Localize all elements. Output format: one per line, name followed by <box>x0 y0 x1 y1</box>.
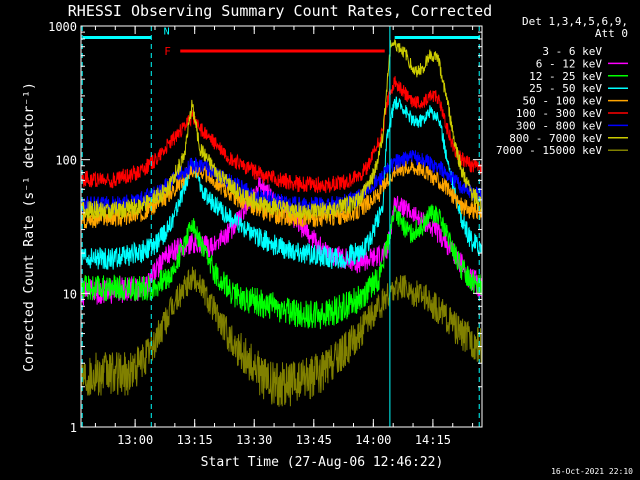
legend-label-9: 7000 - 15000 keV <box>496 144 602 157</box>
series-line-6 <box>80 76 483 194</box>
legend-label-4: 25 - 50 keV <box>529 82 602 95</box>
legend-label-8: 800 - 7000 keV <box>509 132 602 145</box>
series-line-9 <box>80 266 483 407</box>
x-tick-label-4: 13:45 <box>296 433 332 447</box>
x-tick-label-2: 13:15 <box>177 433 213 447</box>
y-tick-label-2: 10 <box>63 287 77 301</box>
series-line-8 <box>80 39 483 221</box>
y-axis-label: Corrected Count Rate (s⁻¹ detector⁻¹) <box>22 82 37 372</box>
legend-label-1: 3 - 6 keV <box>542 45 602 58</box>
legend-label-2: 6 - 12 keV <box>536 57 603 70</box>
series-line-4 <box>80 96 483 270</box>
legend-label-5: 50 - 100 keV <box>523 95 603 108</box>
night-marker-label: N <box>164 26 170 37</box>
y-tick-label-1: 1 <box>70 421 77 435</box>
series-line-3 <box>80 204 483 330</box>
legend-label-3: 12 - 25 keV <box>529 70 602 83</box>
legend-label-6: 100 - 300 keV <box>516 107 602 120</box>
x-tick-label-3: 13:30 <box>236 433 272 447</box>
footer-timestamp: 16-Oct-2021 22:10 <box>551 467 633 476</box>
chart-title: RHESSI Observing Summary Count Rates, Co… <box>68 2 492 20</box>
legend-header-attenuator: Att 0 <box>595 27 628 40</box>
x-axis-label: Start Time (27-Aug-06 12:46:22) <box>201 455 444 470</box>
x-tick-label-5: 14:00 <box>355 433 391 447</box>
y-tick-label-4: 1000 <box>48 20 77 34</box>
plot-frame <box>80 25 483 428</box>
series-line-7 <box>80 149 483 216</box>
annotation-layer: NF <box>81 26 481 427</box>
legend-label-7: 300 - 800 keV <box>516 119 602 132</box>
legend-header-detectors: Det 1,3,4,5,6,9, <box>522 15 628 28</box>
axis-layer: 1 10 100 1000 13:00 13:15 13:30 13:45 14:00 14:15 <box>48 20 482 447</box>
flare-marker-label: F <box>164 45 171 58</box>
x-tick-label-1: 13:00 <box>117 433 153 447</box>
x-tick-label-6: 14:15 <box>415 433 451 447</box>
y-tick-label-3: 100 <box>55 154 77 168</box>
series-layer <box>80 39 483 428</box>
